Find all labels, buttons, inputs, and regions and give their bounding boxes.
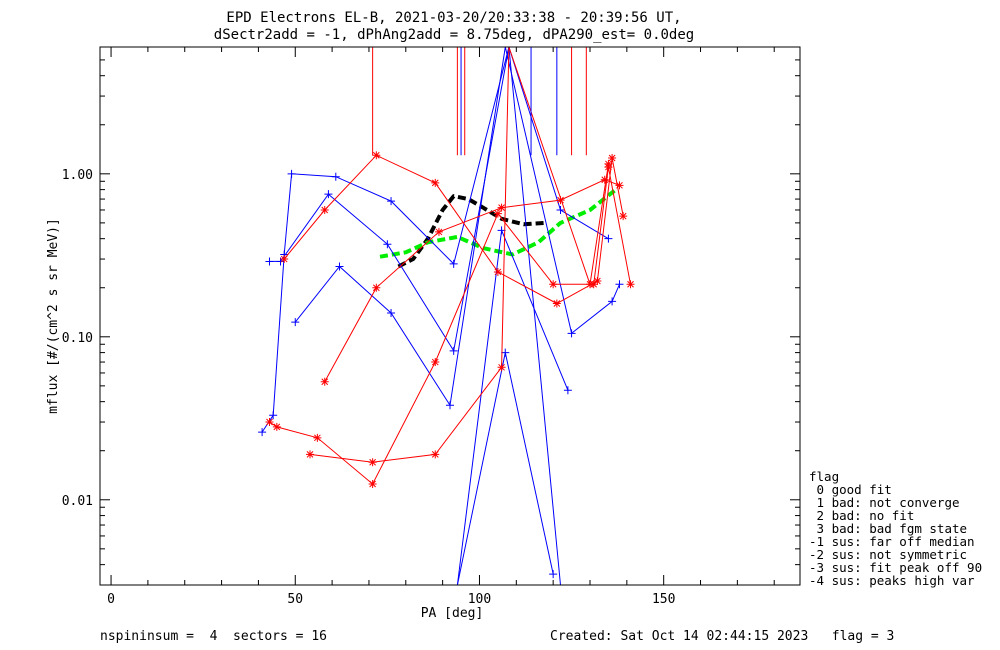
data-point — [567, 329, 576, 338]
data-point — [449, 259, 458, 268]
data-point — [265, 257, 274, 266]
data-point — [287, 169, 296, 178]
data-point — [258, 428, 267, 437]
flag-legend-line: -3 sus: fit peak off 90 — [809, 560, 982, 575]
data-point — [549, 570, 558, 579]
data-point — [387, 197, 396, 206]
flag-legend: flag 0 good fit 1 bad: not converge 2 ba… — [809, 469, 982, 588]
flag-legend-line: 0 good fit — [809, 482, 892, 497]
data-point — [556, 205, 565, 214]
series-line — [294, 47, 620, 407]
y-tick-label: 0.10 — [62, 331, 93, 346]
series-line — [283, 154, 624, 305]
x-tick-label: 50 — [287, 592, 303, 607]
data-point — [563, 386, 572, 395]
data-point — [320, 377, 329, 386]
data-point — [331, 172, 340, 181]
data-point — [431, 450, 440, 459]
chart-title-line2: dSectr2add = -1, dPhAng2add = 8.75deg, d… — [214, 27, 694, 43]
flag-legend-line: 2 bad: no fit — [809, 508, 914, 523]
data-point — [431, 178, 440, 187]
flag-legend-line: -2 sus: not symmetric — [809, 547, 967, 562]
plot-frame — [99, 46, 801, 586]
data-point — [604, 159, 613, 168]
data-point — [306, 450, 314, 459]
data-point — [497, 203, 506, 212]
flag-legend-line: -1 sus: far off median — [809, 534, 975, 549]
vertical-markers — [372, 47, 587, 156]
data-point — [280, 255, 289, 264]
data-point — [335, 262, 344, 271]
series-line — [309, 47, 609, 463]
series-line — [324, 179, 620, 382]
flag-legend-line: 3 bad: bad fgm state — [809, 521, 967, 536]
data-point — [368, 479, 377, 488]
data-point — [368, 458, 377, 467]
data-point — [619, 212, 628, 221]
data-point — [291, 318, 300, 327]
x-tick-label: 150 — [652, 592, 675, 607]
series-line — [261, 47, 609, 433]
data-point — [501, 348, 510, 357]
data-point — [387, 308, 396, 317]
data-point — [608, 297, 617, 306]
series-line — [269, 167, 631, 485]
footer-right: Created: Sat Oct 14 02:44:15 2023 flag =… — [550, 629, 894, 644]
y-axis-label: mflux [#/(cm^2 s sr MeV)] — [46, 218, 61, 414]
data-point — [593, 276, 602, 285]
fit-curve — [379, 188, 618, 259]
x-axis-label: PA [deg] — [421, 606, 484, 621]
data-point — [556, 196, 565, 205]
data-point — [600, 175, 609, 184]
chart-title-line1: EPD Electrons EL-B, 2021-03-20/20:33:38 … — [226, 10, 681, 26]
data-point — [320, 205, 329, 214]
flag-legend-line: 1 bad: not converge — [809, 495, 960, 510]
data-point — [272, 422, 281, 431]
y-axis-ticks: 0.01 0.10 1.00 — [62, 46, 800, 586]
y-tick-label: 1.00 — [62, 168, 93, 183]
data-point — [497, 363, 506, 372]
footer-left: nspininsum = 4 sectors = 16 — [100, 629, 327, 644]
data-point — [608, 154, 617, 163]
data-point — [552, 299, 561, 308]
data-point — [324, 190, 333, 199]
data-point — [434, 227, 443, 236]
data-point — [549, 280, 558, 289]
data-point — [449, 346, 458, 355]
x-tick-label: 0 — [107, 592, 115, 607]
data-point — [383, 240, 392, 249]
data-series — [258, 47, 635, 585]
flag-legend-line: -4 sus: peaks high var — [809, 573, 975, 588]
data-point — [446, 401, 454, 410]
data-point — [313, 433, 322, 442]
series-line — [269, 47, 561, 585]
x-axis-ticks: 0 50 100 150 — [107, 47, 775, 607]
data-point — [615, 280, 624, 289]
series-line — [456, 228, 569, 585]
data-point — [372, 151, 381, 160]
data-point — [493, 267, 502, 276]
data-point — [604, 234, 613, 243]
data-point — [265, 418, 274, 427]
flag-legend-title: flag — [809, 469, 839, 484]
data-point — [626, 280, 635, 289]
data-point — [431, 358, 440, 367]
x-tick-label: 100 — [468, 592, 491, 607]
data-point — [615, 181, 624, 190]
data-point — [269, 411, 278, 420]
data-point — [372, 283, 381, 292]
data-point — [493, 209, 502, 218]
data-point — [586, 280, 594, 289]
y-tick-label: 0.01 — [62, 494, 93, 509]
